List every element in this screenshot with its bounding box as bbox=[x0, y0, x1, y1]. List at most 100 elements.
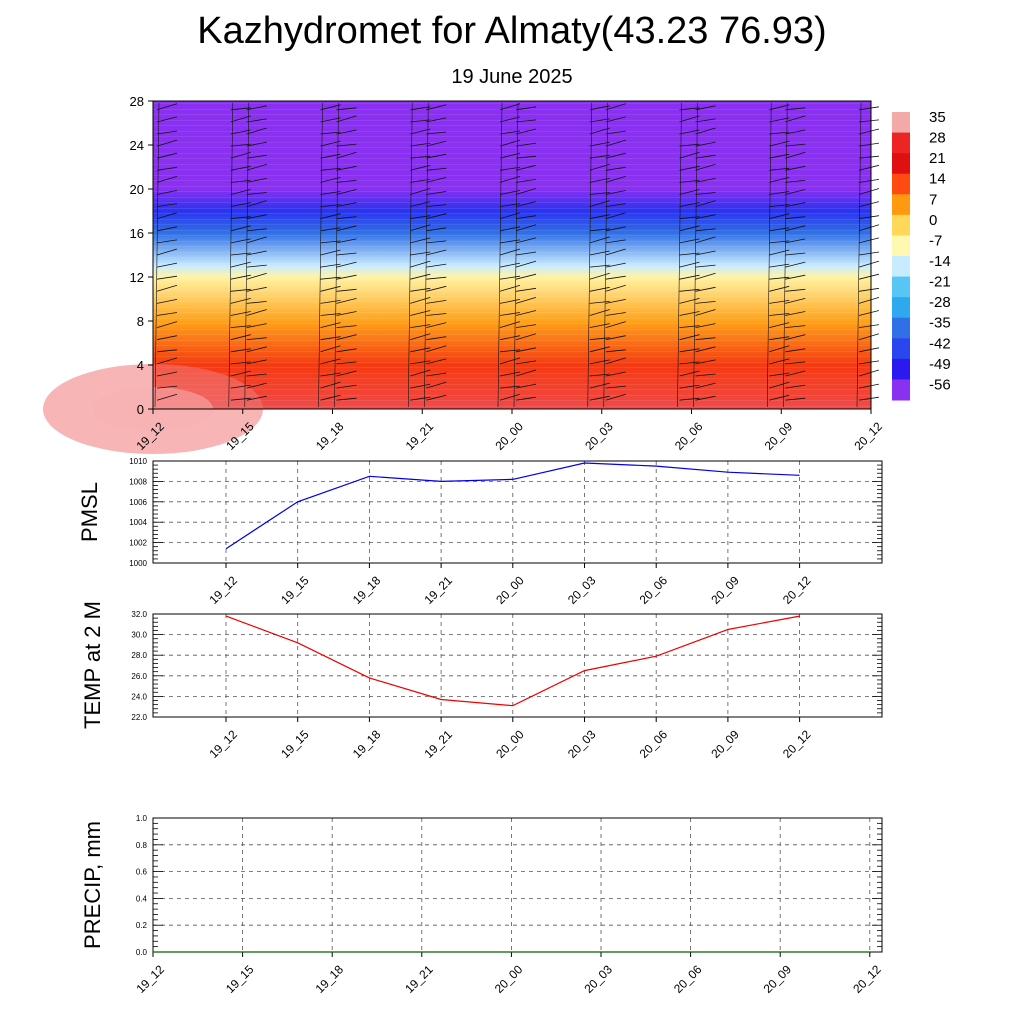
wind-barb bbox=[679, 129, 700, 135]
wind-barb bbox=[320, 394, 341, 401]
wind-barb bbox=[336, 274, 357, 280]
wind-barb bbox=[515, 333, 537, 341]
wind-barb bbox=[695, 228, 716, 232]
y-tick-label: 24 bbox=[130, 138, 144, 153]
wind-barb bbox=[426, 249, 447, 256]
wind-barb bbox=[858, 347, 880, 353]
wind-barb bbox=[230, 288, 251, 292]
wind-barb bbox=[785, 325, 806, 328]
wind-barb bbox=[156, 349, 178, 353]
wind-barb bbox=[785, 384, 806, 389]
colorbar-label: -49 bbox=[929, 356, 951, 373]
x-tick-label: 20_00 bbox=[493, 573, 527, 607]
wind-barb bbox=[499, 130, 521, 135]
wind-barb bbox=[589, 309, 610, 316]
wind-barb bbox=[769, 263, 790, 268]
wind-barb bbox=[589, 382, 610, 389]
wind-barb bbox=[769, 300, 790, 304]
wind-barb bbox=[785, 274, 806, 280]
wind-barb bbox=[336, 311, 357, 316]
wind-barb bbox=[858, 179, 880, 183]
wind-barb bbox=[858, 310, 880, 316]
x-tick-label: 20_06 bbox=[672, 419, 706, 453]
wind-barb bbox=[320, 313, 341, 316]
wind-barb bbox=[320, 240, 341, 244]
wind-barb bbox=[695, 236, 716, 244]
wind-barb bbox=[695, 154, 716, 159]
y-tick-label: 22.0 bbox=[131, 713, 147, 722]
wind-barb bbox=[858, 164, 880, 171]
wind-barb bbox=[515, 119, 537, 123]
wind-barb bbox=[695, 346, 716, 353]
colorbar-label: -14 bbox=[929, 253, 951, 270]
wind-barb bbox=[246, 323, 267, 328]
y-tick-label: 24.0 bbox=[131, 692, 147, 701]
y-tick-label: 0.8 bbox=[136, 841, 148, 850]
wind-barb-staff bbox=[677, 102, 682, 408]
wind-barb bbox=[410, 106, 431, 111]
wind-barb bbox=[426, 285, 447, 292]
wind-barb bbox=[320, 322, 341, 328]
wind-barb bbox=[589, 359, 610, 365]
wind-barb bbox=[785, 107, 806, 111]
y-tick-label: 0.4 bbox=[136, 894, 148, 903]
wind-barb bbox=[589, 337, 610, 341]
wind-barb bbox=[410, 310, 431, 316]
wind-barb bbox=[515, 251, 537, 256]
wind-barb bbox=[785, 298, 806, 304]
x-tick-label: 19_21 bbox=[422, 573, 456, 607]
wind-barb bbox=[785, 348, 806, 353]
colorbar-swatch bbox=[892, 214, 910, 236]
wind-barb bbox=[246, 264, 267, 268]
wind-barb bbox=[426, 372, 447, 377]
wind-barb bbox=[230, 143, 251, 147]
wind-barb bbox=[156, 321, 178, 328]
wind-barb-staff bbox=[318, 102, 323, 408]
wind-barb bbox=[230, 180, 251, 183]
wind-barb bbox=[858, 119, 880, 123]
wind-barb bbox=[769, 313, 790, 316]
wind-barb bbox=[426, 313, 447, 316]
y-tick-label: 1010 bbox=[129, 457, 147, 466]
wind-barb bbox=[515, 155, 537, 159]
wind-barb-staff bbox=[782, 102, 788, 408]
wind-barb bbox=[336, 397, 357, 401]
colorbar-swatch bbox=[892, 379, 910, 401]
wind-barb bbox=[320, 276, 341, 280]
wind-barb bbox=[426, 177, 447, 183]
wind-barb bbox=[426, 358, 447, 365]
colorbar-label: -35 bbox=[929, 315, 951, 332]
wind-barb bbox=[410, 273, 431, 280]
x-tick-label: 20_09 bbox=[708, 727, 742, 761]
wind-barb bbox=[156, 335, 178, 341]
wind-barb bbox=[515, 297, 537, 304]
wind-barb bbox=[230, 252, 251, 256]
wind-barb bbox=[426, 336, 447, 341]
wind-barb bbox=[320, 336, 341, 341]
x-tick-label: 19_18 bbox=[350, 727, 384, 761]
wind-barb bbox=[246, 127, 267, 135]
wind-barb bbox=[320, 263, 341, 268]
y-tick-label: 1008 bbox=[129, 477, 147, 486]
x-tick-label: 20_00 bbox=[493, 727, 527, 761]
wind-barb bbox=[336, 288, 357, 292]
wind-barb bbox=[515, 142, 537, 147]
wind-barb bbox=[426, 104, 447, 111]
wind-barb bbox=[410, 360, 431, 365]
colorbar-label: 0 bbox=[929, 212, 937, 229]
wind-barb bbox=[336, 348, 357, 353]
wind-barb bbox=[679, 151, 700, 159]
wind-barb bbox=[515, 188, 537, 195]
x-tick-label: 20_03 bbox=[581, 962, 615, 996]
y-tick-label: 16 bbox=[130, 226, 144, 241]
y-tick-label: 1.0 bbox=[136, 814, 148, 823]
x-tick-label: 20_09 bbox=[762, 419, 796, 453]
wind-barb bbox=[695, 309, 716, 316]
wind-barb bbox=[589, 236, 610, 244]
wind-barb bbox=[499, 226, 521, 232]
wind-barb bbox=[426, 276, 447, 280]
wind-barb bbox=[246, 228, 267, 232]
wind-barb bbox=[858, 287, 880, 292]
wind-barb bbox=[426, 227, 447, 232]
wind-barb bbox=[156, 212, 178, 220]
